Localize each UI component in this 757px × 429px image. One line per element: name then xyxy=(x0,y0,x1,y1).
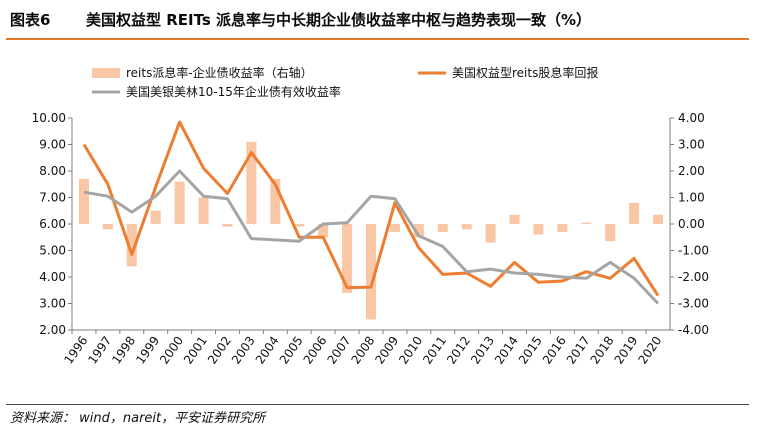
bar-2018 xyxy=(605,224,616,242)
bar-2007 xyxy=(342,224,353,293)
bar-2003 xyxy=(246,141,257,224)
x-tick-label: 1997 xyxy=(85,334,114,367)
bar-2015 xyxy=(533,224,544,235)
bar-series xyxy=(78,141,664,320)
x-tick-label: 1998 xyxy=(109,334,138,367)
x-tick-label: 2002 xyxy=(205,334,234,367)
bar-2001 xyxy=(198,197,209,224)
right-tick-label: 2.00 xyxy=(678,164,705,178)
source-note: 资料来源： wind，nareit，平安证券研究所 xyxy=(10,411,266,426)
left-tick-label: 6.00 xyxy=(39,217,66,231)
bar-2000 xyxy=(174,181,185,224)
bar-2006 xyxy=(318,224,329,238)
bar-1998 xyxy=(126,224,137,267)
chart-legend: reits派息率-企业债收益率（右轴） 美国权益型reits股息率回报美国美银美林… xyxy=(92,65,598,99)
x-tick-label: 2013 xyxy=(468,334,497,367)
x-tick-label: 2003 xyxy=(229,334,258,367)
x-tick-label: 2008 xyxy=(348,334,377,367)
right-tick-label: -1.00 xyxy=(678,244,709,258)
bar-2012 xyxy=(461,224,472,230)
bar-2011 xyxy=(437,224,448,232)
x-tick-label: 2017 xyxy=(564,334,593,367)
x-tick-label: 2005 xyxy=(277,334,306,367)
bar-2014 xyxy=(509,214,520,224)
x-tick-label: 2018 xyxy=(588,334,617,367)
x-tick-label: 2015 xyxy=(516,334,545,367)
x-tick-label: 2011 xyxy=(420,334,449,367)
chart-header: 图表6 美国权益型 REITs 派息率与中长期企业债收益率中枢与趋势表现一致（%… xyxy=(0,0,757,44)
bar-2002 xyxy=(222,224,233,227)
chart-title: 美国权益型 REITs 派息率与中长期企业债收益率中枢与趋势表现一致（%） xyxy=(86,11,592,29)
x-tick-label: 1999 xyxy=(133,334,162,367)
x-tick-label: 2004 xyxy=(253,334,282,367)
x-tick-label: 2000 xyxy=(157,334,186,367)
bar-2020 xyxy=(653,214,664,224)
right-tick-label: -2.00 xyxy=(678,270,709,284)
right-tick-label: 4.00 xyxy=(678,111,705,125)
bar-1997 xyxy=(102,224,113,230)
right-tick-label: -3.00 xyxy=(678,297,709,311)
title-underline xyxy=(6,38,749,40)
left-tick-label: 5.00 xyxy=(39,244,66,258)
left-tick-label: 9.00 xyxy=(39,138,66,152)
bond-yield-line xyxy=(83,169,660,305)
x-tick-label: 2009 xyxy=(372,334,401,367)
right-tick-label: 0.00 xyxy=(678,217,705,231)
right-tick-label: 3.00 xyxy=(678,138,705,152)
legend-swatch-bar xyxy=(92,68,120,78)
legend-label-bar: reits派息率-企业债收益率（右轴） xyxy=(126,65,313,80)
left-tick-label: 8.00 xyxy=(39,164,66,178)
x-tick-label: 2012 xyxy=(444,334,473,367)
legend-label-reits: 美国权益型reits股息率回报 xyxy=(452,65,598,80)
left-tick-label: 2.00 xyxy=(39,323,66,337)
x-tick-label: 2020 xyxy=(636,334,665,367)
bar-2017 xyxy=(581,222,592,224)
figure-number: 图表6 xyxy=(10,11,51,29)
right-tick-label: -4.00 xyxy=(678,323,709,337)
bar-2008 xyxy=(365,224,377,320)
chart-canvas: reits派息率-企业债收益率（右轴） 美国权益型reits股息率回报美国美银美林… xyxy=(32,65,709,367)
left-tick-label: 4.00 xyxy=(39,270,66,284)
bar-1996 xyxy=(78,178,89,224)
bar-2004 xyxy=(270,178,281,224)
bar-2016 xyxy=(557,224,568,232)
bar-2005 xyxy=(294,224,305,227)
left-tick-label: 3.00 xyxy=(39,297,66,311)
left-tick-label: 10.00 xyxy=(32,111,66,125)
source-divider xyxy=(6,404,749,405)
bar-2013 xyxy=(485,224,496,243)
x-tick-label: 2016 xyxy=(540,334,569,367)
reits-yield-line xyxy=(82,120,660,297)
x-tick-label: 2014 xyxy=(492,334,521,367)
x-tick-label: 2006 xyxy=(301,334,330,367)
right-tick-label: 1.00 xyxy=(678,191,705,205)
x-tick-label: 1996 xyxy=(61,334,90,367)
left-tick-label: 7.00 xyxy=(39,191,66,205)
bar-2010 xyxy=(413,224,424,238)
line-series xyxy=(82,120,660,305)
x-tick-label: 2007 xyxy=(325,334,354,367)
x-tick-label: 2019 xyxy=(612,334,641,367)
legend-label-bond: 美国美银美林10-15年企业债有效收益率 xyxy=(126,84,341,99)
x-tick-label: 2010 xyxy=(396,334,425,367)
bar-1999 xyxy=(150,210,161,224)
x-tick-label: 2001 xyxy=(181,334,210,367)
bar-2009 xyxy=(389,224,400,232)
bar-2019 xyxy=(629,202,640,224)
